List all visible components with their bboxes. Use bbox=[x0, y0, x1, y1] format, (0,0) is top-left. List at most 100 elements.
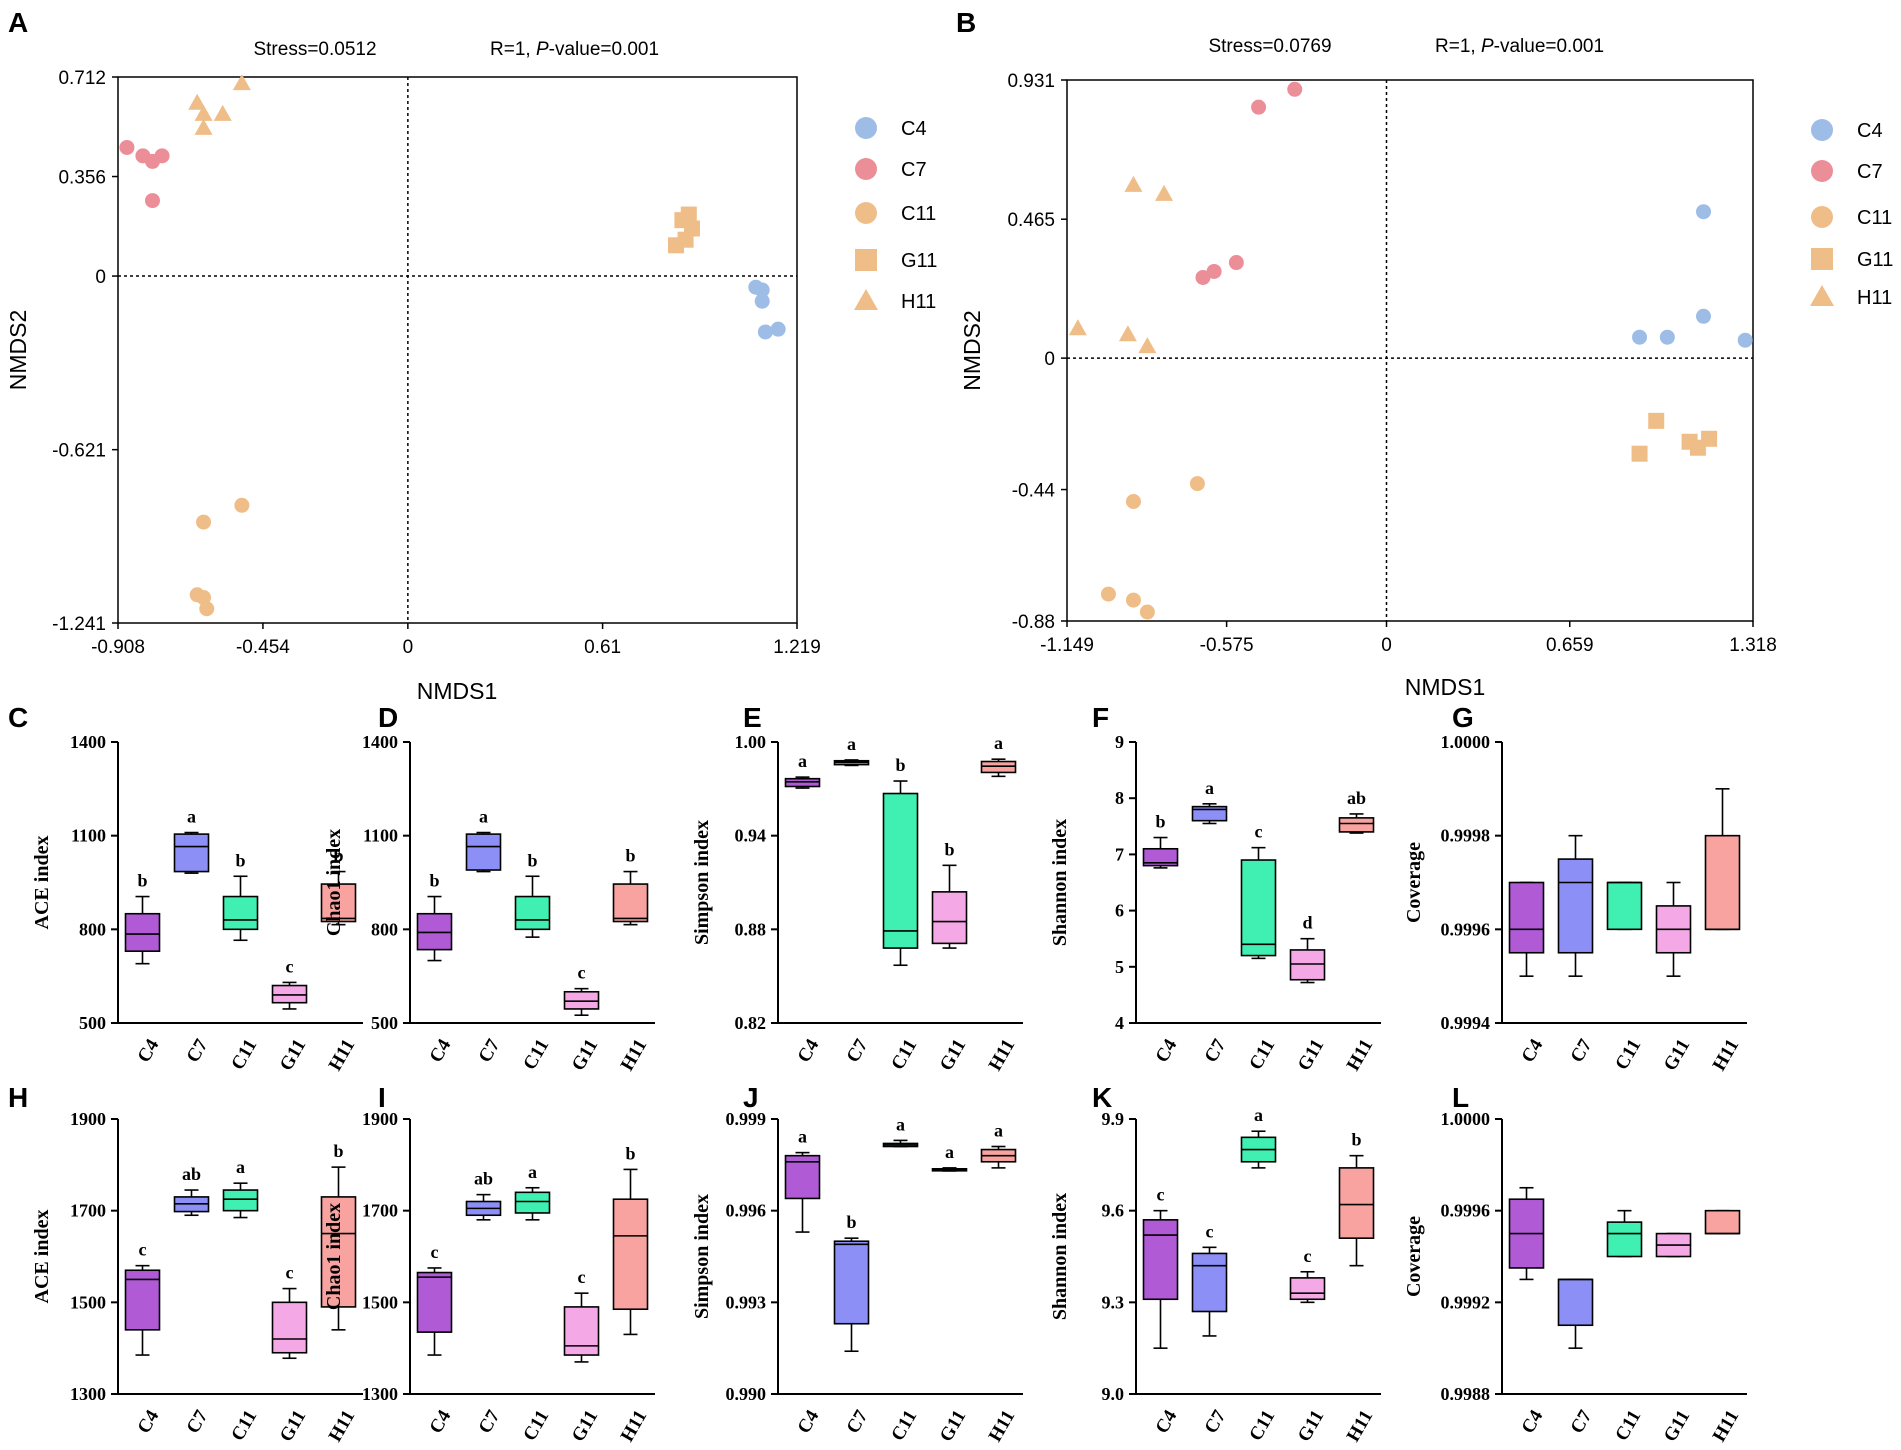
y-tick-label: 1400 bbox=[70, 732, 106, 752]
significance-letter: a bbox=[945, 1142, 954, 1162]
y-tick-label: 9.9 bbox=[1102, 1109, 1125, 1129]
x-tick-label: C4 bbox=[1152, 1406, 1182, 1437]
stat-label: R=1, P-value=0.001 bbox=[1435, 36, 1604, 57]
x-tick-label: C4 bbox=[134, 1406, 164, 1437]
box-body bbox=[1557, 1278, 1594, 1327]
x-tick-label: C7 bbox=[183, 1035, 213, 1066]
box-body bbox=[1240, 859, 1277, 957]
point-H11 bbox=[1118, 325, 1137, 342]
panel-label-B: B bbox=[956, 7, 976, 38]
box-C11: a bbox=[882, 1114, 919, 1148]
significance-letter: b bbox=[846, 1212, 856, 1232]
box-H11: a bbox=[980, 1121, 1017, 1169]
significance-letter: d bbox=[1302, 913, 1312, 933]
panel-label-K: K bbox=[1092, 1082, 1112, 1113]
y-tick-label: -0.88 bbox=[1012, 612, 1055, 633]
box-body bbox=[1606, 1221, 1643, 1258]
significance-letter: b bbox=[1155, 812, 1165, 832]
panel-label-A: A bbox=[8, 7, 28, 38]
legend-swatch-C7 bbox=[1811, 160, 1833, 182]
box-G11: a bbox=[931, 1142, 968, 1172]
significance-letter: b bbox=[137, 871, 147, 891]
x-tick-label: C4 bbox=[1152, 1035, 1182, 1066]
point-C7 bbox=[1287, 81, 1303, 97]
y-axis-title: ACE index bbox=[31, 1210, 53, 1304]
legend-swatch-G11 bbox=[1811, 248, 1833, 270]
y-tick-label: 1900 bbox=[70, 1109, 106, 1129]
box-C7 bbox=[1557, 1278, 1594, 1349]
series-G11 bbox=[1631, 412, 1718, 462]
x-tick-label: H11 bbox=[1709, 1036, 1744, 1075]
legend-label-C7: C7 bbox=[901, 159, 927, 181]
box-body bbox=[222, 1189, 259, 1212]
y-axis-title: Chao1 index bbox=[323, 1203, 345, 1310]
stat-label-p: P bbox=[1481, 36, 1494, 57]
significance-letter: b bbox=[333, 1141, 343, 1161]
legend-label-C4: C4 bbox=[1857, 120, 1883, 142]
y-tick-label: 9.0 bbox=[1102, 1384, 1125, 1404]
x-tick-label: G11 bbox=[568, 1407, 603, 1446]
point-C4 bbox=[757, 324, 773, 340]
significance-letter: c bbox=[139, 1240, 147, 1260]
box-G11: c bbox=[563, 963, 600, 1016]
box-body bbox=[784, 1154, 821, 1200]
point-H11 bbox=[1124, 175, 1143, 192]
point-C11 bbox=[196, 514, 212, 530]
legend: C4 C7 C11 G11 H11 bbox=[854, 117, 937, 313]
x-axis-title: NMDS1 bbox=[417, 678, 498, 704]
box-H11: b bbox=[1338, 1130, 1375, 1267]
point-C4 bbox=[770, 321, 786, 337]
legend-label-C7: C7 bbox=[1857, 161, 1883, 183]
box-body bbox=[1289, 1277, 1326, 1301]
box-panel-L: L 0.9988 0.9992 0.9996 1.0000 Coverage C4 C7 C11… bbox=[1403, 1082, 1747, 1445]
x-axis-title: NMDS1 bbox=[1405, 674, 1486, 700]
plot-frame bbox=[1066, 79, 1754, 622]
box-C11: c bbox=[1240, 822, 1277, 960]
y-tick-label: 0.356 bbox=[58, 168, 106, 189]
box-C4: b bbox=[416, 871, 453, 962]
x-tick-label: C11 bbox=[519, 1407, 553, 1445]
y-tick-label: 0.931 bbox=[1007, 71, 1055, 92]
box-C7: b bbox=[833, 1212, 870, 1353]
y-tick-label: 0.990 bbox=[726, 1384, 767, 1404]
point-C7 bbox=[1195, 269, 1211, 285]
x-tick-label: C4 bbox=[794, 1406, 824, 1437]
x-tick-label: G11 bbox=[1660, 1036, 1695, 1075]
box-body bbox=[416, 1271, 453, 1333]
y-tick-label: 0.9998 bbox=[1441, 826, 1491, 846]
box-G11: c bbox=[563, 1267, 600, 1363]
box-panel-I: I 1300 1500 1700 1900 Chao1 index c C4 ab C7 a C11 c… bbox=[323, 1082, 655, 1445]
x-tick-label: 0.659 bbox=[1546, 635, 1594, 656]
y-tick-label: -1.241 bbox=[52, 614, 106, 635]
point-H11 bbox=[194, 118, 213, 135]
box-G11 bbox=[1655, 881, 1692, 977]
box-C7 bbox=[1557, 834, 1594, 977]
box-C11: b bbox=[882, 755, 919, 967]
x-tick-label: -0.908 bbox=[91, 637, 145, 658]
legend-label-C4: C4 bbox=[901, 118, 927, 140]
point-C4 bbox=[1737, 332, 1753, 348]
point-C7 bbox=[1251, 99, 1267, 115]
box-body bbox=[1142, 847, 1179, 867]
y-tick-label: 800 bbox=[371, 919, 398, 939]
significance-letter: a bbox=[236, 1157, 245, 1177]
box-panel-F: F 4 5 6 7 8 9 Shannon index b C4 a C7 c C11 d G11 ab H11 bbox=[1049, 702, 1381, 1074]
y-tick-label: 5 bbox=[1115, 957, 1124, 977]
x-tick-label: C4 bbox=[794, 1035, 824, 1066]
y-tick-label: 7 bbox=[1115, 844, 1124, 864]
significance-letter: b bbox=[527, 850, 537, 870]
y-axis-title: Chao1 index bbox=[323, 829, 345, 936]
point-C4 bbox=[754, 293, 770, 309]
legend-swatch-G11 bbox=[855, 249, 877, 271]
x-tick-label: -1.149 bbox=[1040, 635, 1094, 656]
significance-letter: b bbox=[333, 846, 343, 866]
box-C7: c bbox=[1191, 1221, 1228, 1337]
significance-letter: b bbox=[625, 1143, 635, 1163]
y-axis-title: Simpson index bbox=[691, 1194, 713, 1319]
legend-label-G11: G11 bbox=[1857, 249, 1893, 271]
y-tick-label: 1.00 bbox=[735, 732, 767, 752]
box-C7: a bbox=[833, 734, 870, 767]
stress-label: Stress=0.0512 bbox=[253, 39, 376, 60]
x-tick-label: C11 bbox=[519, 1036, 553, 1074]
significance-letter: a bbox=[798, 751, 807, 771]
